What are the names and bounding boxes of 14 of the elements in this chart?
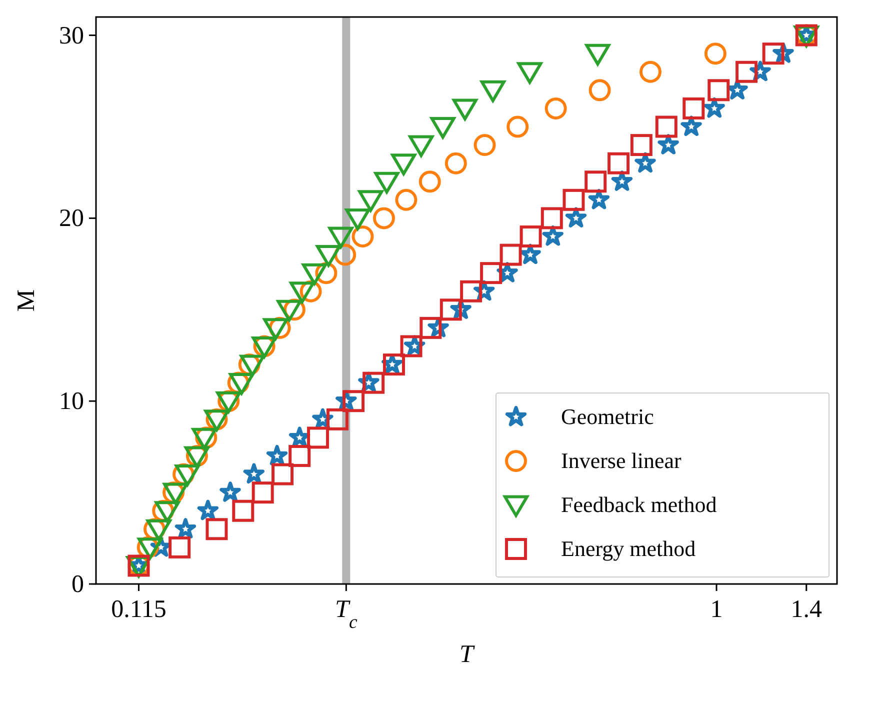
x-tick-label: T$_{c}$ [335,596,358,632]
x-tick-label: 1.4 [790,596,823,623]
legend-label: Inverse linear [561,448,682,473]
legend-label: Feedback method [561,492,717,517]
x-tick-label: 1 [710,596,723,623]
y-tick-label: 10 [59,388,84,416]
x-axis-title: T [460,641,476,668]
y-tick-label: 0 [72,571,84,598]
y-axis-title: M [13,289,40,312]
x-tick-label: 0.115 [111,596,166,623]
legend-label: Energy method [561,536,696,561]
y-tick-label: 30 [59,22,84,50]
y-tick-label: 20 [59,205,84,232]
legend-label: Geometric [561,404,654,429]
